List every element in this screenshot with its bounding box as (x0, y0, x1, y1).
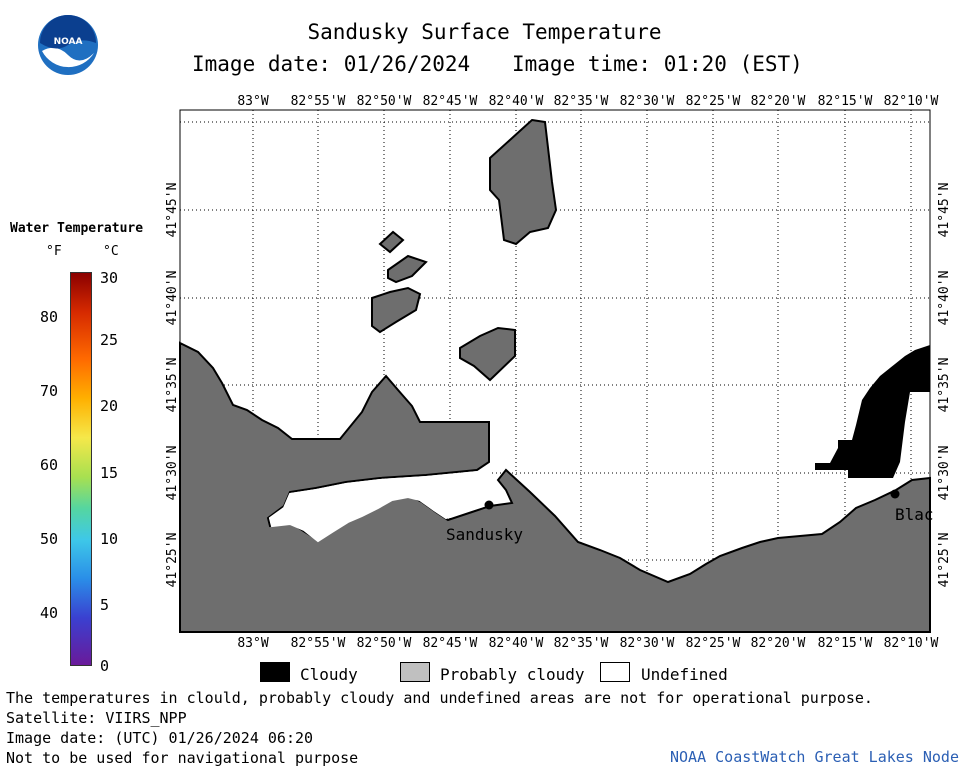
lat-label-left: 41°45'N (165, 183, 180, 238)
lat-label-right: 41°45'N (937, 183, 952, 238)
lat-label-left: 41°30'N (165, 446, 180, 501)
map-key: Cloudy Probably cloudy Undefined (0, 662, 969, 688)
lat-label-right: 41°35'N (937, 358, 952, 413)
lon-label-top: 82°50'W (357, 94, 412, 109)
logo-text: NOAA (54, 37, 83, 47)
key-swatch-undefined (600, 662, 630, 682)
lon-label-bottom: 82°35'W (554, 636, 609, 651)
lon-label-top: 82°10'W (884, 94, 939, 109)
key-swatch-probably-cloudy (400, 662, 430, 682)
island-north (489, 118, 558, 246)
f-tick: 80 (40, 308, 59, 326)
lon-label-bottom: 82°20'W (751, 636, 806, 651)
cloud-patch (815, 345, 930, 478)
lon-label-top: 82°20'W (751, 94, 806, 109)
lat-label-right: 41°25'N (937, 533, 952, 588)
key-label-probably-cloudy: Probably cloudy (440, 665, 585, 684)
lon-label-bottom: 82°55'W (291, 636, 346, 651)
f-tick: 40 (40, 604, 59, 622)
key-label-undefined: Undefined (641, 665, 728, 684)
lat-label-left: 41°25'N (165, 533, 180, 588)
footer-note: The temperatures in clould, probably clo… (6, 689, 873, 707)
place-marker-blac (890, 489, 900, 499)
c-tick: 10 (100, 530, 119, 548)
temperature-colorbar (70, 272, 92, 666)
lon-label-bottom: 82°45'W (423, 636, 478, 651)
f-tick: 50 (40, 530, 59, 548)
lon-label-top: 82°30'W (620, 94, 675, 109)
lon-label-bottom: 83°W (237, 636, 268, 651)
lon-label-top: 82°40'W (489, 94, 544, 109)
f-tick: 70 (40, 382, 59, 400)
lon-label-top: 82°55'W (291, 94, 346, 109)
lon-label-bottom: 82°40'W (489, 636, 544, 651)
lon-label-top: 83°W (237, 94, 268, 109)
key-label-cloudy: Cloudy (300, 665, 358, 684)
unit-celsius: °C (103, 244, 119, 259)
lon-label-top: 82°45'W (423, 94, 478, 109)
place-marker-sandusky (484, 500, 494, 510)
footer-navigation-warning: Not to be used for navigational purpose (6, 749, 359, 767)
island-west-1 (387, 254, 428, 284)
image-date: Image date: 01/26/2024 (192, 52, 471, 76)
lat-label-left: 41°40'N (165, 271, 180, 326)
map-title: Sandusky Surface Temperature (307, 20, 662, 44)
noaa-logo-icon: NOAA (38, 15, 98, 75)
place-label-sandusky: Sandusky (446, 525, 523, 544)
place-label-blac: Blac (895, 505, 934, 524)
image-time: Image time: 01:20 (EST) (512, 52, 803, 76)
lon-label-bottom: 82°50'W (357, 636, 412, 651)
footer-satellite: Satellite: VIIRS_NPP (6, 709, 187, 727)
c-tick: 20 (100, 397, 119, 415)
footer-credit: NOAA CoastWatch Great Lakes Node (670, 748, 959, 766)
lon-label-top: 82°15'W (818, 94, 873, 109)
lon-label-bottom: 82°25'W (686, 636, 741, 651)
island-small (378, 230, 405, 254)
lat-label-left: 41°35'N (165, 358, 180, 413)
c-tick: 25 (100, 331, 119, 349)
c-tick: 0 (100, 657, 110, 675)
c-tick: 30 (100, 269, 119, 287)
lon-label-bottom: 82°15'W (818, 636, 873, 651)
lon-label-bottom: 82°30'W (620, 636, 675, 651)
sandusky-bay (268, 466, 508, 543)
graticule (180, 110, 930, 632)
footer-utc-date: Image date: (UTC) 01/26/2024 06:20 (6, 729, 314, 747)
f-tick: 60 (40, 456, 59, 474)
key-swatch-cloudy (260, 662, 290, 682)
unit-fahrenheit: °F (46, 244, 62, 259)
lat-label-right: 41°40'N (937, 271, 952, 326)
lon-label-top: 82°25'W (686, 94, 741, 109)
legend-title: Water Temperature (10, 221, 144, 236)
lon-label-top: 82°35'W (554, 94, 609, 109)
lon-label-bottom: 82°10'W (884, 636, 939, 651)
island-west-2 (371, 286, 422, 334)
island-kelleys (459, 326, 516, 382)
lat-label-right: 41°30'N (937, 446, 952, 501)
c-tick: 5 (100, 596, 110, 614)
c-tick: 15 (100, 464, 119, 482)
